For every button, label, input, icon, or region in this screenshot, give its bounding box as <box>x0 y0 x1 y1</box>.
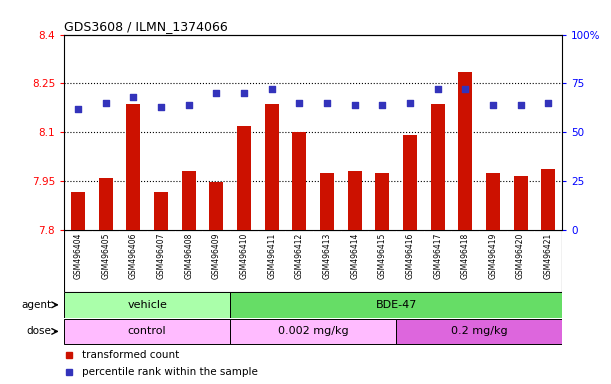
Text: GDS3608 / ILMN_1374066: GDS3608 / ILMN_1374066 <box>64 20 228 33</box>
Bar <box>230 292 562 318</box>
Bar <box>293 132 306 230</box>
Bar <box>396 319 562 344</box>
Bar <box>237 126 251 230</box>
Text: GSM496405: GSM496405 <box>101 233 110 279</box>
Text: GSM496406: GSM496406 <box>129 233 138 279</box>
Bar <box>210 182 223 230</box>
Point <box>267 86 277 92</box>
Bar <box>99 177 112 230</box>
Text: dose: dose <box>27 326 52 336</box>
Bar <box>181 171 196 230</box>
Bar <box>64 292 230 318</box>
Text: GSM496419: GSM496419 <box>488 233 497 279</box>
Point <box>516 102 525 108</box>
Point <box>543 100 553 106</box>
Text: GSM496404: GSM496404 <box>73 233 82 279</box>
Point <box>433 86 442 92</box>
Text: GSM496412: GSM496412 <box>295 233 304 279</box>
Text: percentile rank within the sample: percentile rank within the sample <box>82 367 257 377</box>
Point <box>184 102 194 108</box>
Bar <box>71 192 85 230</box>
Bar <box>514 176 527 230</box>
Text: GSM496411: GSM496411 <box>267 233 276 279</box>
Text: GSM496418: GSM496418 <box>461 233 470 279</box>
Bar <box>348 171 362 230</box>
Bar <box>486 173 500 230</box>
Bar <box>230 319 396 344</box>
Point <box>295 100 304 106</box>
Bar <box>265 104 279 230</box>
Bar <box>458 72 472 230</box>
Text: GSM496420: GSM496420 <box>516 233 525 279</box>
Point <box>322 100 332 106</box>
Text: GSM496408: GSM496408 <box>184 233 193 279</box>
Point <box>128 94 138 100</box>
Bar <box>375 173 389 230</box>
Text: vehicle: vehicle <box>127 300 167 310</box>
Bar <box>541 169 555 230</box>
Text: 0.2 mg/kg: 0.2 mg/kg <box>451 326 508 336</box>
Text: GSM496409: GSM496409 <box>212 233 221 279</box>
Text: GSM496421: GSM496421 <box>544 233 553 279</box>
Text: BDE-47: BDE-47 <box>375 300 417 310</box>
Point <box>405 100 415 106</box>
Point <box>73 106 83 112</box>
Point <box>461 86 470 92</box>
Text: agent: agent <box>21 300 52 310</box>
Point <box>488 102 498 108</box>
Text: GSM496414: GSM496414 <box>350 233 359 279</box>
Text: control: control <box>128 326 166 336</box>
Text: transformed count: transformed count <box>82 350 179 360</box>
Point <box>101 100 111 106</box>
Point <box>239 90 249 96</box>
Bar <box>64 319 230 344</box>
Bar <box>126 104 141 230</box>
Text: GSM496410: GSM496410 <box>240 233 249 279</box>
Bar <box>154 192 168 230</box>
Point <box>349 102 359 108</box>
Bar <box>320 173 334 230</box>
Point <box>156 104 166 110</box>
Point <box>211 90 221 96</box>
Bar <box>403 135 417 230</box>
Text: GSM496413: GSM496413 <box>323 233 332 279</box>
Text: GSM496416: GSM496416 <box>406 233 414 279</box>
Text: GSM496415: GSM496415 <box>378 233 387 279</box>
Bar <box>431 104 445 230</box>
Text: GSM496417: GSM496417 <box>433 233 442 279</box>
Point <box>378 102 387 108</box>
Text: 0.002 mg/kg: 0.002 mg/kg <box>278 326 348 336</box>
Text: GSM496407: GSM496407 <box>156 233 166 279</box>
